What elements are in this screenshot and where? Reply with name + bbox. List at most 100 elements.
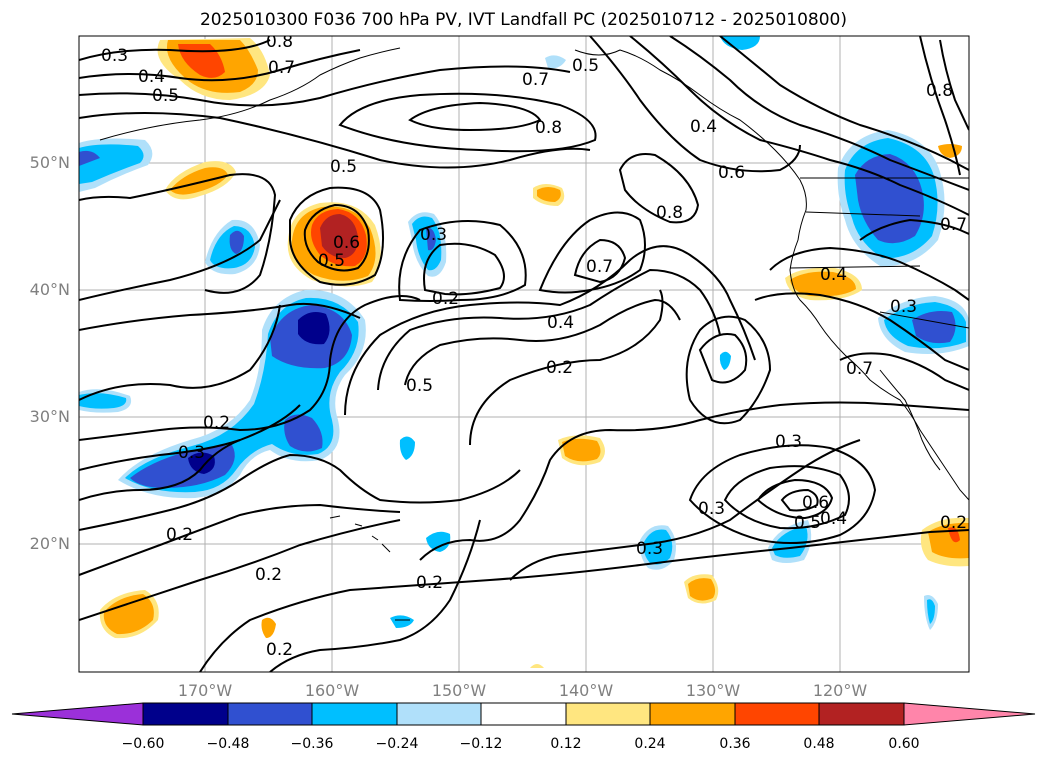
contour-label: 0.7 (522, 70, 549, 90)
warm-region (530, 664, 544, 668)
pv-contour (79, 503, 401, 576)
contour-label: 0.3 (101, 46, 128, 66)
pv-contours (79, 36, 969, 672)
map-frame (78, 35, 970, 673)
pv-contour (719, 36, 969, 171)
cool-region (399, 436, 415, 460)
contour-label: 0.6 (718, 163, 745, 183)
ivt-shading (79, 36, 969, 668)
colorbar-swatch (649, 702, 736, 726)
pv-contour (408, 101, 542, 132)
pv-contour (859, 218, 969, 241)
pv-contour (423, 242, 505, 296)
colorbar-tick: −0.24 (375, 736, 419, 752)
colorbar-swatch (565, 702, 651, 726)
pv-contour (419, 401, 969, 561)
pv-contour (303, 203, 370, 272)
contour-label: 0.3 (636, 539, 663, 559)
pv-contour (79, 112, 591, 169)
pv-contour (629, 36, 969, 216)
lon-label: 160°W (304, 681, 360, 700)
contour-label: 0.5 (152, 86, 179, 106)
pv-contour (79, 404, 301, 471)
contour-label: 0.8 (656, 203, 683, 223)
colorbar-swatch (396, 702, 482, 726)
contour-labels: 0.3 0.4 0.5 0.8 0.7 0.5 0.7 0.8 0.4 0.5 … (101, 32, 967, 660)
aleutians (99, 47, 401, 141)
cool-region (912, 311, 956, 344)
contour-label: 0.5 (794, 513, 821, 533)
colorbar (11, 702, 1036, 726)
contour-label: 0.4 (547, 313, 574, 333)
pv-contour (756, 478, 834, 520)
colorbar-tick: 0.36 (719, 736, 751, 752)
contour-label: 0.4 (138, 67, 165, 87)
contour-label: 0.2 (255, 565, 282, 585)
warm-region (562, 438, 601, 462)
contour-label: 0.4 (690, 117, 717, 137)
colorbar-tick: −0.60 (121, 736, 165, 752)
pv-contour (688, 444, 877, 545)
contour-label: 0.4 (820, 265, 847, 285)
cool-region (643, 529, 673, 565)
lon-label: 130°W (685, 681, 741, 700)
colorbar-swatch (142, 702, 229, 726)
colorbar-tick: −0.48 (206, 736, 250, 752)
pv-contour (344, 245, 756, 416)
cool-region (79, 393, 127, 409)
warm-region (320, 214, 358, 258)
contour-label: 0.6 (802, 493, 829, 513)
pv-contour (780, 488, 819, 512)
lat-label: 50°N (29, 153, 70, 172)
warm-region (261, 617, 276, 638)
pv-contour (404, 298, 681, 386)
pv-contour (79, 65, 571, 107)
warm-region (103, 594, 154, 635)
contour-label: 0.8 (266, 32, 293, 52)
contour-label: 0.5 (406, 376, 433, 396)
colorbar-tick: 0.48 (803, 736, 835, 752)
contour-label: 0.3 (420, 225, 447, 245)
pv-contour (669, 36, 969, 191)
contour-label: 0.8 (535, 118, 562, 138)
cool-region (426, 227, 436, 251)
lon-label: 170°W (177, 681, 233, 700)
cool-region (719, 351, 731, 370)
pv-contour (79, 304, 281, 401)
contour-label: 0.2 (166, 525, 193, 545)
lat-label: 30°N (29, 407, 70, 426)
colorbar-swatch (227, 702, 313, 726)
pv-contour (338, 92, 597, 153)
contour-label: 0.5 (572, 56, 599, 76)
contour-label: 0.2 (203, 413, 230, 433)
lon-label: 150°W (431, 681, 487, 700)
warm-region (537, 187, 561, 202)
contour-label: 0.5 (330, 157, 357, 177)
colorbar-tick: 0.60 (888, 736, 920, 752)
pv-contour (269, 519, 481, 672)
contour-label: 0.2 (266, 640, 293, 660)
contour-label: 0.7 (940, 215, 967, 235)
contour-label: 0.8 (926, 81, 953, 101)
cool-region (298, 312, 330, 345)
contour-label: 0.3 (890, 297, 917, 317)
cool-region (390, 615, 414, 628)
contour-label: 0.6 (333, 233, 360, 253)
cool-region (188, 452, 215, 474)
baja-coast (879, 369, 941, 471)
pv-contour (618, 153, 700, 224)
contour-label: 0.2 (546, 358, 573, 378)
contour-label: 0.2 (432, 289, 459, 309)
pv-contour (698, 333, 748, 384)
colorbar-tick: −0.12 (459, 736, 503, 752)
warm-region (178, 44, 225, 78)
pv-contour (79, 49, 361, 82)
pv-contour (79, 453, 521, 531)
pv-contour (538, 211, 646, 294)
contour-label: 0.4 (820, 509, 847, 529)
contour-label: 0.3 (698, 499, 725, 519)
pv-contour (573, 238, 627, 284)
contour-label: 0.2 (940, 513, 967, 533)
contour-label: 0.7 (586, 257, 613, 277)
